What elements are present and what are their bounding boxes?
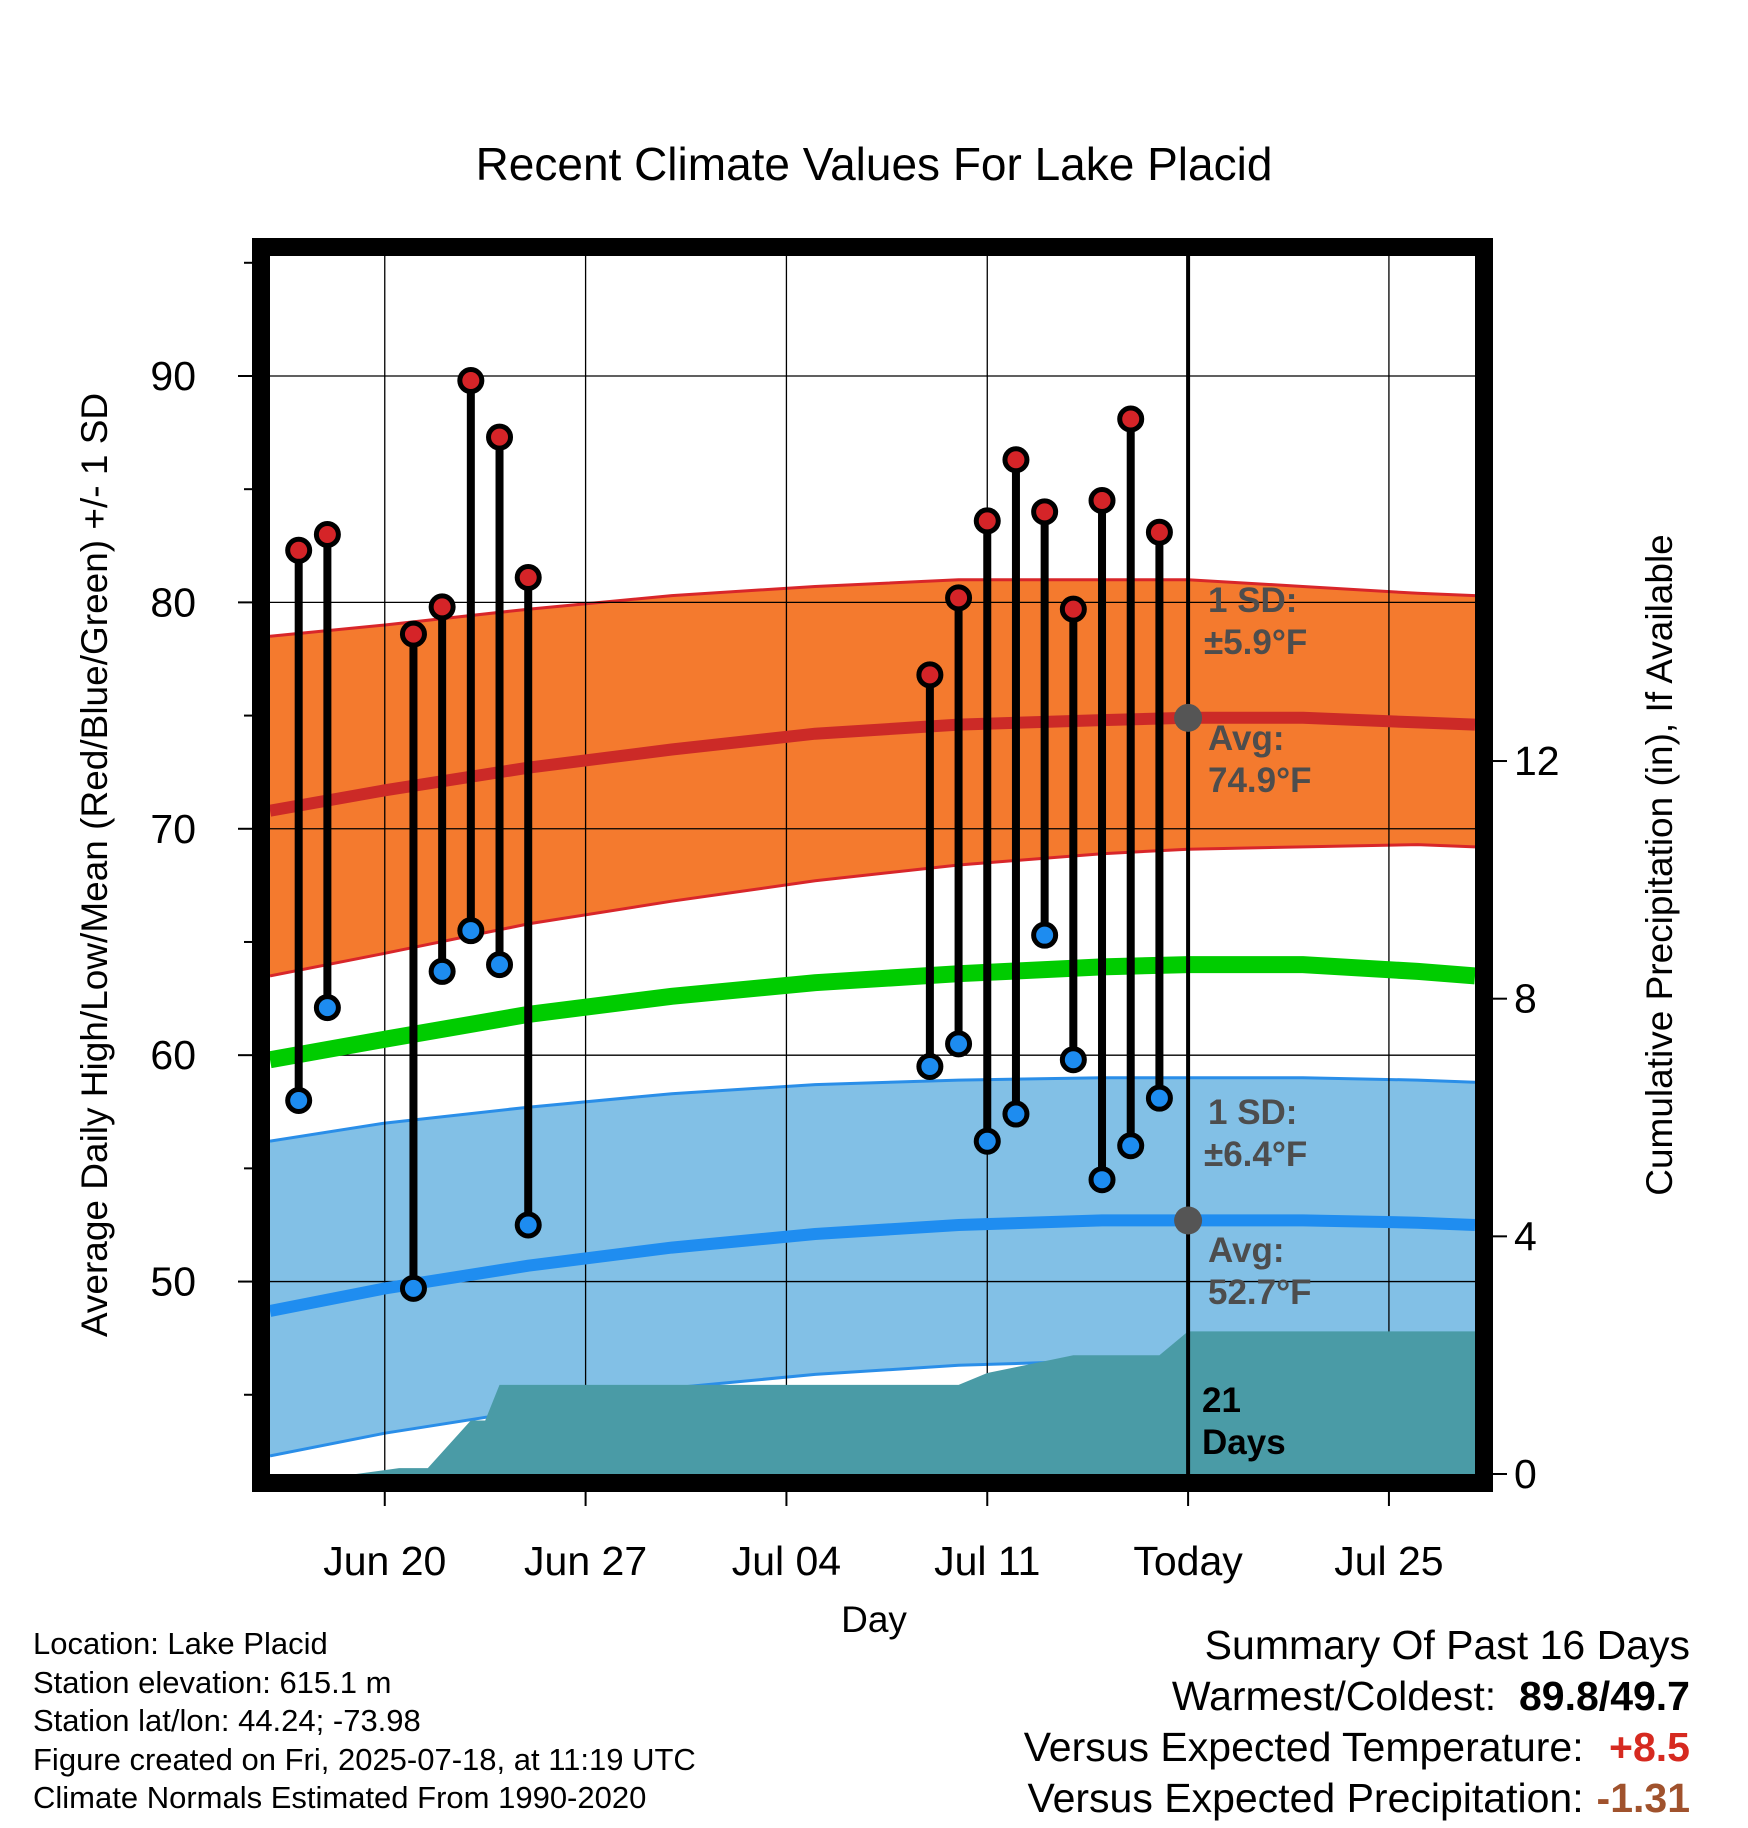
obs-high-point [285,536,313,564]
obs-high-point [399,620,427,648]
obs-high-point [1088,487,1116,515]
obs-high-point [514,563,542,591]
obs-high-point [945,584,973,612]
today-low-marker [1174,1206,1203,1235]
high-sd-band [270,579,1475,976]
warm-cold-label: Warmest/Coldest: [1171,1673,1497,1719]
low-avg-label: Avg: [1208,1231,1284,1270]
precip-anomaly-value: -1.31 [1596,1775,1690,1821]
obs-low-point [1117,1132,1145,1160]
precip-fill [356,1331,1475,1474]
temp-anomaly-label: Versus Expected Temperature: [1023,1724,1584,1770]
obs-low-point [973,1127,1001,1155]
warm-cold-separator: / [1598,1673,1611,1719]
precipitation-area [356,1331,1475,1474]
summary-title: Summary Of Past 16 Days [1204,1622,1690,1668]
y2-tick-label: 12 [1514,738,1560,784]
chart-title: Recent Climate Values For Lake Placid [476,138,1273,190]
x-tick-label: Jun 27 [524,1538,647,1584]
x-tick-label: Today [1133,1538,1243,1584]
y-tick-label: 50 [150,1259,196,1305]
high-sd-value: ±5.9°F [1204,623,1307,662]
obs-high-point [457,367,485,395]
normal-bands [270,578,1475,1458]
obs-low-point [514,1211,542,1239]
y-tick-label: 90 [150,353,196,399]
y2-tick-label: 8 [1514,976,1537,1022]
obs-high-point [428,593,456,621]
low-sd-band [270,1077,1475,1456]
latlon-text: Station lat/lon: 44.24; -73.98 [33,1703,421,1738]
low-sd-upper-edge [270,1076,1475,1143]
annotations: 1 SD: ±5.9°F Avg: 74.9°F 1 SD: ±6.4°F Av… [1202,581,1312,1462]
precip-anomaly-label: Versus Expected Precipitation: [1027,1775,1584,1821]
high-sd-upper-edge [270,578,1475,638]
x-tick-label: Jul 04 [732,1538,841,1584]
obs-high-point [1145,518,1173,546]
summary-panel: Summary Of Past 16 Days Warmest/Coldest:… [1024,1620,1690,1824]
plot-frame [252,238,1493,1492]
obs-low-point [945,1030,973,1058]
high-avg-label: Avg: [1208,719,1284,758]
y-tick-label: 70 [150,806,196,852]
y2-tick-label: 4 [1514,1213,1537,1259]
low-avg-value: 52.7°F [1208,1273,1312,1312]
location-text: Location: Lake Placid [33,1626,328,1661]
today-high-marker [1174,703,1203,732]
precip-anomaly-row: Versus Expected Precipitation: -1.31 [1024,1773,1691,1824]
obs-low-point [457,917,485,945]
y2-tick-label: 0 [1514,1451,1537,1497]
y-tick-label: 60 [150,1032,196,1078]
elevation-text: Station elevation: 615.1 m [33,1664,392,1700]
today-line [1174,256,1203,1474]
low-sd-label: 1 SD: [1208,1093,1297,1132]
avg-low-line [270,1214,1475,1317]
x-tick-label: Jul 11 [934,1538,1040,1584]
obs-low-point [1002,1100,1030,1128]
obs-low-point [285,1086,313,1114]
obs-low-point [399,1274,427,1302]
obs-high-point [973,507,1001,535]
obs-low-point [1145,1084,1173,1112]
low-sd-value: ±6.4°F [1204,1135,1307,1174]
y2-axis-label: Cumulative Precipitation (in), If Availa… [1639,534,1680,1196]
warmest-value: 89.8 [1518,1673,1599,1719]
x-tick-label: Jul 25 [1334,1538,1443,1584]
obs-high-point [313,520,341,548]
y-axis-label: Average Daily High/Low/Mean (Red/Blue/Gr… [74,393,115,1337]
precip-days-number: 21 [1202,1381,1241,1420]
coldest-value: 49.7 [1610,1673,1690,1719]
observations [285,367,1173,1302]
obs-high-point [1002,446,1030,474]
y-tick-label: 80 [150,579,196,625]
normals-text: Climate Normals Estimated From 1990-2020 [33,1780,647,1815]
x-tick-label: Jun 20 [323,1538,446,1584]
obs-low-point [1059,1046,1087,1074]
x-axis-label: Day [841,1599,907,1640]
high-avg-value: 74.9°F [1208,761,1312,800]
obs-low-point [1031,921,1059,949]
warm-cold-row: Warmest/Coldest: 89.8/49.7 [1024,1671,1690,1722]
station-info: Location: Lake Placid Station elevation:… [33,1625,696,1818]
created-text: Figure created on Fri, 2025-07-18, at 11… [33,1741,696,1777]
obs-low-point [916,1052,944,1080]
obs-high-point [486,423,514,451]
obs-high-point [1117,405,1145,433]
obs-low-point [313,994,341,1022]
high-sd-label: 1 SD: [1208,581,1297,620]
obs-high-point [916,661,944,689]
obs-low-point [1088,1166,1116,1194]
temp-anomaly-value: +8.5 [1609,1724,1690,1770]
obs-low-point [428,957,456,985]
precip-days-label: Days [1202,1423,1286,1462]
obs-high-point [1031,498,1059,526]
obs-high-point [1059,595,1087,623]
axes: 50 60 70 80 90 0 4 8 12 Jun 20 Jun 27 Jul 04 Jul 11 T… [150,261,1560,1584]
obs-low-point [486,951,514,979]
temp-anomaly-row: Versus Expected Temperature: +8.5 [1024,1722,1690,1773]
